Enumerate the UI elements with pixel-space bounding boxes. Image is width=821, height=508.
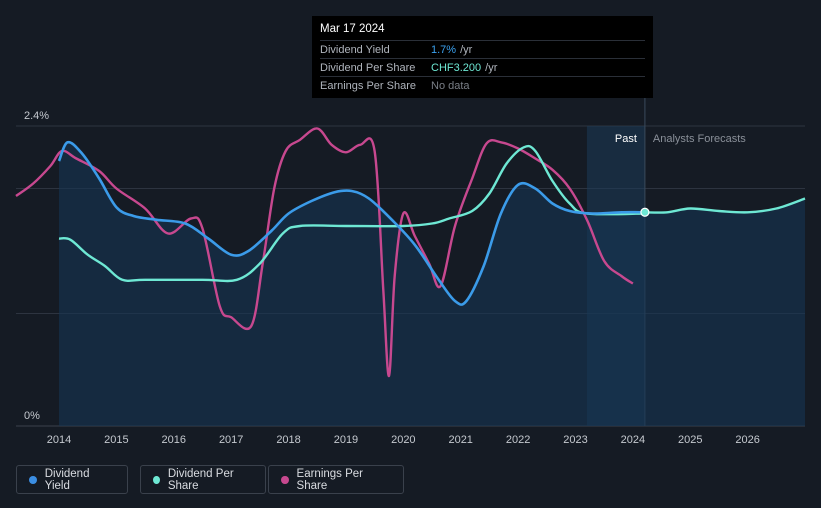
- tooltip-label: Dividend Yield: [320, 43, 390, 56]
- tooltip-value: No data: [431, 79, 470, 92]
- hover-marker: [640, 207, 650, 217]
- legend-item-dividend-yield[interactable]: Dividend Yield: [16, 465, 128, 494]
- legend-label: Earnings Per Share: [296, 467, 364, 492]
- dividend-yield-forecast-line: [644, 197, 806, 214]
- label-layer: 2.4% 0% 2014 2015 2016 2017 2018 2019 2020 2021 20…: [24, 110, 760, 446]
- x-tick-label: 2017: [219, 434, 243, 446]
- x-tick-label: 2015: [104, 434, 128, 446]
- x-tick-label: 2019: [334, 434, 358, 446]
- x-tick-label: 2022: [506, 434, 530, 446]
- tooltip-label: Earnings Per Share: [320, 79, 416, 92]
- tooltip-unit: /yr: [485, 61, 498, 74]
- line-layer: [15, 127, 806, 378]
- x-tick-label: 2026: [735, 434, 759, 446]
- past-label: Past: [615, 133, 637, 145]
- legend-label: Dividend Yield: [44, 467, 90, 492]
- legend-item-earnings-per-share[interactable]: Earnings Per Share: [268, 465, 404, 494]
- dot-icon: [153, 475, 160, 484]
- tooltip-value: CHF3.200: [431, 61, 482, 74]
- tooltip-date: Mar 17 2024: [320, 23, 385, 35]
- tooltip-row-dividend-per-share: Dividend Per Share CHF3.200 /yr: [320, 58, 645, 76]
- legend-item-dividend-per-share[interactable]: Dividend Per Share: [140, 465, 266, 494]
- legend-label: Dividend Per Share: [167, 467, 234, 492]
- tooltip-label: Dividend Per Share: [320, 61, 416, 74]
- hover-tooltip: Mar 17 2024 Dividend Yield 1.7% /yr Divi…: [312, 16, 653, 98]
- x-tick-label: 2025: [678, 434, 702, 446]
- x-tick-label: 2014: [47, 434, 71, 446]
- dot-icon: [29, 475, 37, 484]
- forecast-label: Analysts Forecasts: [653, 133, 746, 145]
- x-tick-label: 2016: [162, 434, 186, 446]
- tooltip-value: 1.7%: [431, 43, 457, 56]
- dividend-yield-line: [57, 140, 645, 306]
- dividend-per-share-line: [58, 144, 645, 283]
- x-tick-label: 2018: [276, 434, 300, 446]
- earnings-per-share-line: [15, 127, 634, 378]
- y-tick-label: 0%: [24, 410, 40, 422]
- dividend-yield-area: [59, 142, 805, 426]
- area-layer: [59, 142, 805, 426]
- x-tick-label: 2024: [621, 434, 645, 446]
- x-tick-label: 2021: [448, 434, 472, 446]
- x-tick-label: 2020: [391, 434, 415, 446]
- tooltip-row-earnings-per-share: Earnings Per Share No data: [320, 76, 645, 94]
- tooltip-unit: /yr: [460, 43, 473, 56]
- tooltip-row-dividend-yield: Dividend Yield 1.7% /yr: [320, 40, 645, 58]
- y-tick-label: 2.4%: [24, 110, 49, 122]
- dot-icon: [281, 475, 289, 484]
- x-tick-label: 2023: [563, 434, 587, 446]
